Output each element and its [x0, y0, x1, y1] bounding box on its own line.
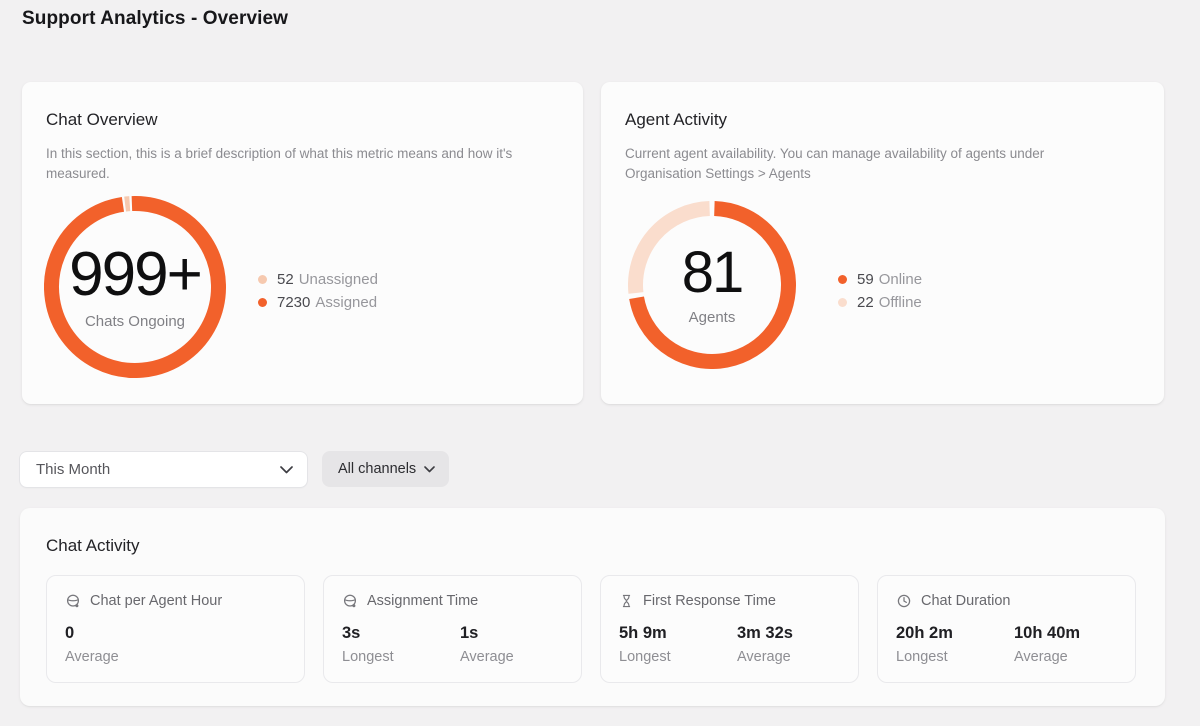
- card-title: Agent Activity: [625, 110, 728, 129]
- metric-sublabel: Longest: [342, 649, 394, 665]
- metric-value: 5h 9m: [619, 624, 667, 642]
- metric-label: Assignment Time: [367, 593, 479, 609]
- agent-activity-card: Agent Activity Current agent availabilit…: [601, 82, 1164, 404]
- metric-value: 20h 2m: [896, 624, 953, 642]
- assigned-dot: [258, 297, 267, 307]
- hourglass-icon: [622, 594, 631, 608]
- donut-ring: [628, 201, 796, 369]
- metric-value: 1s: [460, 624, 479, 642]
- time-range-value: This Month: [36, 461, 111, 478]
- page-title: Support Analytics - Overview: [22, 8, 289, 29]
- metric-label: Chat per Agent Hour: [90, 593, 223, 609]
- donut-ring: [44, 196, 226, 378]
- metric-value: 0: [65, 624, 75, 642]
- card-description: In this section, this is a brief descrip…: [46, 146, 513, 182]
- legend-item-online: 59 Online: [838, 270, 922, 288]
- panel-title: Chat Activity: [46, 536, 140, 555]
- metric-card-assignment-time: Assignment Time 3s Longest 1s Average: [323, 575, 582, 683]
- headset-icon: [343, 594, 357, 608]
- metric-sublabel: Longest: [896, 649, 948, 665]
- unassigned-dot: [258, 274, 267, 284]
- metric-value: 10h 40m: [1014, 624, 1081, 642]
- metric-value: 3m 32s: [737, 624, 793, 642]
- legend-item-assigned: 7230 Assigned: [258, 293, 378, 311]
- metric-card-chat-duration: Chat Duration 20h 2m Longest 10h 40m Ave…: [877, 575, 1136, 683]
- metric-label: First Response Time: [643, 593, 776, 609]
- chevron-down-icon: [280, 465, 293, 473]
- headset-icon: [66, 594, 80, 608]
- metric-sublabel: Longest: [619, 649, 671, 665]
- metric-sublabel: Average: [65, 649, 119, 665]
- metric-sublabel: Average: [460, 649, 514, 665]
- legend-item-offline: 22 Offline: [838, 293, 922, 311]
- chat-activity-panel: Chat Activity Chat per Agent Hour 0 Aver…: [20, 508, 1165, 706]
- metric-label: Chat Duration: [921, 593, 1011, 609]
- channels-filter-button[interactable]: All channels: [322, 451, 450, 487]
- card-title: Chat Overview: [46, 110, 158, 129]
- chevron-down-icon: [424, 465, 435, 472]
- time-range-select[interactable]: This Month: [19, 451, 308, 488]
- channels-filter-value: All channels: [338, 461, 417, 477]
- chats-donut-chart: 999+ Chats Ongoing: [44, 196, 226, 378]
- metric-card-chat-per-agent-hour: Chat per Agent Hour 0 Average: [46, 575, 305, 683]
- online-dot: [838, 274, 847, 284]
- clock-icon: [897, 594, 911, 608]
- legend-item-unassigned: 52 Unassigned: [258, 270, 378, 288]
- agent-activity-legend: 59 Online 22 Offline: [838, 270, 922, 311]
- metric-sublabel: Average: [1014, 649, 1068, 665]
- offline-dot: [838, 297, 847, 307]
- card-description: Current agent availability. You can mana…: [625, 146, 1045, 182]
- metric-sublabel: Average: [737, 649, 791, 665]
- agents-donut-chart: 81 Agents: [628, 201, 796, 369]
- chat-overview-card: Chat Overview In this section, this is a…: [22, 82, 583, 404]
- metric-card-first-response-time: First Response Time 5h 9m Longest 3m 32s…: [600, 575, 859, 683]
- metric-value: 3s: [342, 624, 361, 642]
- chat-overview-legend: 52 Unassigned 7230 Assigned: [258, 270, 378, 311]
